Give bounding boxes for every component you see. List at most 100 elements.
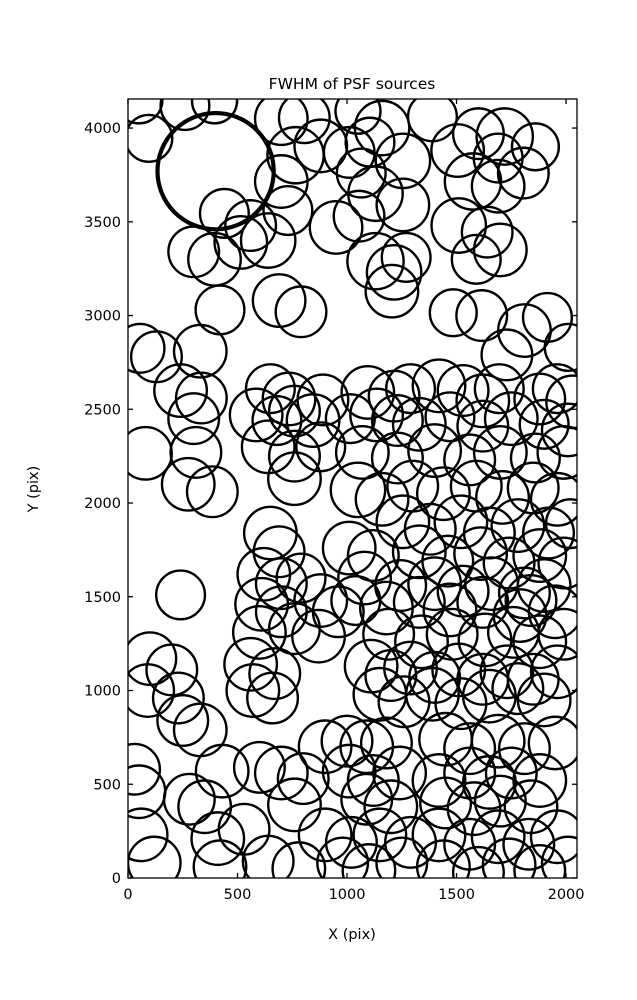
x-tick-label: 1000 (329, 887, 366, 903)
tick-marks (127, 99, 577, 879)
x-axis-label: X (pix) (328, 927, 376, 943)
y-tick-label: 2500 (84, 402, 121, 418)
psf-source-marker (346, 529, 400, 583)
psf-source-marker (254, 557, 308, 611)
psf-source-marker (453, 526, 509, 582)
psf-source-marker (406, 99, 459, 143)
psf-source-series (128, 99, 577, 878)
psf-source-marker (291, 608, 346, 664)
psf-source-marker (375, 836, 429, 878)
psf-source-marker (228, 387, 284, 443)
psf-source-marker (190, 811, 246, 867)
psf-source-marker (296, 373, 350, 427)
psf-source-marker (321, 520, 377, 576)
psf-source-marker (253, 745, 309, 801)
psf-source-marker (246, 671, 300, 725)
psf-source-marker (424, 391, 476, 443)
psf-source-marker (261, 371, 317, 427)
psf-source-marker (375, 494, 431, 550)
psf-source-marker (537, 607, 577, 661)
psf-source-marker (275, 552, 327, 604)
psf-source-marker (267, 384, 321, 438)
page-title: FWHM of PSF sources (269, 75, 436, 93)
psf-source-marker (446, 781, 502, 837)
psf-source-marker (340, 364, 396, 420)
psf-source-marker (470, 809, 526, 865)
psf-source-marker (392, 575, 446, 629)
psf-source-marker (522, 506, 576, 560)
psf-source-marker (364, 263, 420, 319)
psf-source-marker (128, 742, 162, 796)
x-tick-label: 0 (123, 887, 132, 903)
psf-source-marker (334, 99, 382, 135)
psf-source-marker (297, 719, 353, 775)
psf-source-marker (344, 116, 396, 168)
psf-source-marker (267, 777, 322, 833)
psf-source-marker (490, 498, 546, 553)
psf-source-marker (531, 363, 577, 415)
psf-source-marker (223, 636, 279, 692)
psf-source-marker (473, 363, 525, 415)
psf-source-marker (194, 743, 250, 799)
psf-source-marker (267, 602, 321, 656)
psf-source-marker (192, 839, 248, 878)
psf-source-marker (540, 835, 577, 878)
x-tick-label: 500 (224, 887, 252, 903)
psf-source-marker (411, 807, 467, 863)
psf-source-marker (512, 753, 568, 808)
psf-source-marker (464, 556, 520, 612)
psf-source-marker (433, 494, 489, 550)
psf-source-marker (346, 231, 405, 291)
psf-source-marker (240, 419, 296, 475)
psf-source-marker (251, 273, 307, 328)
psf-source-marker (513, 843, 567, 878)
psf-source-marker (321, 743, 377, 799)
psf-source-marker (365, 244, 423, 301)
psf-source-marker (276, 752, 330, 806)
psf-source-marker (194, 284, 246, 336)
psf-source-marker (262, 184, 314, 237)
psf-source-marker (169, 425, 223, 479)
psf-source-marker (403, 502, 457, 556)
psf-source-marker (160, 456, 216, 512)
psf-source-marker (128, 835, 182, 878)
psf-source-marker (128, 322, 166, 374)
x-tick-label: 1500 (438, 887, 475, 903)
psf-source-marker (384, 363, 437, 415)
psf-source-marker (251, 394, 303, 447)
y-tick-label: 1500 (84, 590, 121, 606)
psf-source-marker (415, 466, 471, 522)
psf-source-marker (156, 694, 210, 748)
tick-labels: 0 500 1000 1500 2000 0 500 1000 1500 2000 2500 3000… (84, 121, 584, 903)
psf-source-marker (354, 471, 410, 527)
psf-source-marker (274, 285, 328, 339)
psf-source-marker (224, 199, 278, 253)
psf-source-marker (415, 839, 471, 878)
psf-source-marker (375, 177, 431, 233)
psf-source-marker (253, 154, 309, 209)
psf-source-marker (450, 233, 502, 285)
axes-frame (127, 98, 578, 879)
psf-source-marker (456, 575, 510, 629)
y-tick-label: 0 (112, 871, 121, 887)
psf-source-marker (472, 222, 528, 278)
psf-source-marker (324, 393, 376, 445)
psf-source-marker (472, 132, 524, 184)
psf-source-marker (151, 671, 205, 725)
psf-source-marker (455, 373, 511, 429)
psf-source-marker (411, 753, 467, 808)
psf-source-marker (422, 582, 478, 638)
psf-source-marker (145, 643, 199, 697)
psf-source-marker (529, 471, 577, 527)
psf-source-marker (512, 614, 568, 670)
psf-source-marker (349, 387, 405, 443)
psf-source-marker (527, 715, 577, 771)
psf-source-marker (128, 807, 169, 863)
psf-source-marker (241, 834, 295, 878)
psf-source-marker (428, 288, 478, 338)
psf-source-marker (443, 152, 503, 211)
psf-source-marker (267, 451, 322, 507)
psf-source-marker (359, 580, 414, 636)
psf-source-marker (518, 398, 570, 450)
